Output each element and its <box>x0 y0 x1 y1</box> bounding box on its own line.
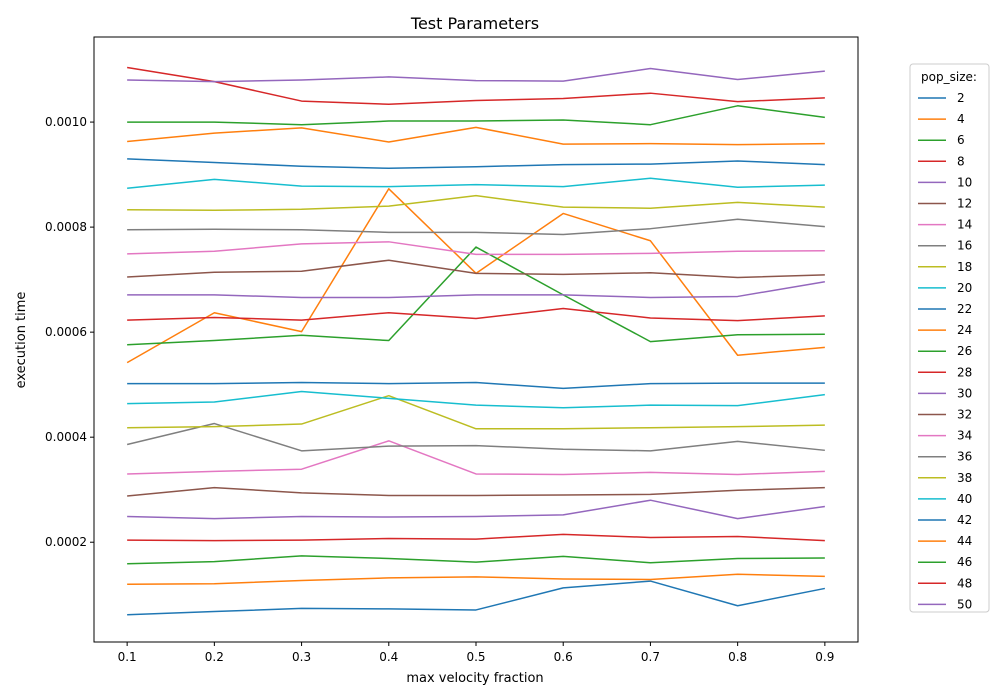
series-line-32 <box>127 259 825 279</box>
series-line-14 <box>127 440 825 476</box>
legend-label: 12 <box>957 197 972 211</box>
legend-item-18: 18 <box>918 260 972 274</box>
legend-label: 48 <box>957 576 972 590</box>
legend-label: 50 <box>957 597 972 611</box>
x-tick-label: 0.7 <box>641 650 660 664</box>
legend-label: 40 <box>957 492 972 506</box>
legend-item-4: 4 <box>918 112 965 126</box>
series-line-34 <box>127 241 825 256</box>
x-tick-label: 0.6 <box>554 650 573 664</box>
series-line-36 <box>127 218 825 236</box>
x-tick-label: 0.2 <box>205 650 224 664</box>
series-line-10 <box>127 499 825 520</box>
legend-item-10: 10 <box>918 175 972 189</box>
legend-item-30: 30 <box>918 386 972 400</box>
series-line-16 <box>126 422 825 452</box>
legend-label: 6 <box>957 133 965 147</box>
y-tick-label: 0.0010 <box>45 115 87 129</box>
series-line-4 <box>127 573 825 585</box>
legend-item-38: 38 <box>918 471 972 485</box>
legend-items: 2468101214161820222426283032343638404244… <box>918 91 972 611</box>
series-line-8 <box>127 533 825 542</box>
legend-item-40: 40 <box>918 492 972 506</box>
series-line-50 <box>127 67 825 83</box>
legend: pop_size: 246810121416182022242628303234… <box>909 63 990 613</box>
legend-label: 36 <box>957 450 972 464</box>
legend-item-42: 42 <box>918 513 972 527</box>
legend-item-50: 50 <box>918 597 972 611</box>
legend-item-28: 28 <box>918 365 972 379</box>
legend-label: 2 <box>957 91 965 105</box>
series-line-42 <box>127 158 825 170</box>
legend-item-14: 14 <box>918 218 972 232</box>
series-line-6 <box>127 555 825 565</box>
legend-label: 8 <box>957 154 965 168</box>
y-tick-label: 0.0006 <box>45 325 87 339</box>
y-tick-label: 0.0002 <box>45 535 87 549</box>
x-axis: 0.1 0.2 0.3 0.4 0.5 0.6 0.7 0.8 0.9 <box>118 642 834 664</box>
legend-label: 18 <box>957 260 972 274</box>
series-line-12 <box>127 486 825 497</box>
legend-label: 34 <box>957 429 972 443</box>
legend-label: 42 <box>957 513 972 527</box>
series-line-26 <box>127 246 825 346</box>
series-line-46 <box>127 105 825 126</box>
legend-item-22: 22 <box>918 302 972 316</box>
x-axis-label: max velocity fraction <box>406 671 543 686</box>
legend-label: 10 <box>957 175 972 189</box>
legend-label: 24 <box>957 323 972 337</box>
legend-item-2: 2 <box>918 91 965 105</box>
legend-label: 14 <box>957 218 972 232</box>
legend-label: 20 <box>957 281 972 295</box>
y-tick-label: 0.0008 <box>45 220 87 234</box>
legend-item-44: 44 <box>918 534 972 548</box>
legend-label: 4 <box>957 112 965 126</box>
series-line-18 <box>127 394 825 430</box>
legend-item-20: 20 <box>918 281 972 295</box>
series-line-30 <box>127 280 825 299</box>
x-tick-label: 0.3 <box>292 650 311 664</box>
legend-item-34: 34 <box>918 429 972 443</box>
x-tick-label: 0.5 <box>466 650 485 664</box>
legend-label: 30 <box>957 386 972 400</box>
chart-title: Test Parameters <box>410 14 539 33</box>
legend-label: 46 <box>957 555 972 569</box>
legend-label: 38 <box>957 471 972 485</box>
y-tick-label: 0.0004 <box>45 430 87 444</box>
legend-item-36: 36 <box>918 450 972 464</box>
series-line-2 <box>127 580 826 616</box>
legend-item-24: 24 <box>918 323 972 337</box>
series-line-44 <box>127 126 825 146</box>
legend-label: 26 <box>957 344 972 358</box>
legend-item-6: 6 <box>918 133 965 147</box>
legend-item-32: 32 <box>918 408 972 422</box>
series-layer <box>126 66 826 616</box>
x-tick-label: 0.8 <box>728 650 747 664</box>
series-line-48 <box>127 66 825 105</box>
series-line-20 <box>127 390 825 409</box>
series-line-28 <box>127 307 825 322</box>
x-tick-label: 0.1 <box>118 650 137 664</box>
series-line-38 <box>127 194 825 212</box>
legend-item-48: 48 <box>918 576 972 590</box>
legend-label: 16 <box>957 239 972 253</box>
legend-item-12: 12 <box>918 197 972 211</box>
legend-label: 44 <box>957 534 972 548</box>
series-line-40 <box>127 177 825 189</box>
x-tick-label: 0.9 <box>815 650 834 664</box>
y-axis: 0.0002 0.0004 0.0006 0.0008 0.0010 <box>45 115 94 549</box>
y-axis-label: execution time <box>14 292 29 389</box>
legend-label: 32 <box>957 408 972 422</box>
series-line-22 <box>127 381 825 390</box>
legend-item-8: 8 <box>918 154 965 168</box>
x-tick-label: 0.4 <box>379 650 398 664</box>
legend-item-26: 26 <box>918 344 972 358</box>
legend-label: 28 <box>957 365 972 379</box>
legend-item-16: 16 <box>918 239 972 253</box>
legend-item-46: 46 <box>918 555 972 569</box>
legend-label: 22 <box>957 302 972 316</box>
legend-box <box>909 63 990 613</box>
legend-title: pop_size: <box>921 70 977 84</box>
